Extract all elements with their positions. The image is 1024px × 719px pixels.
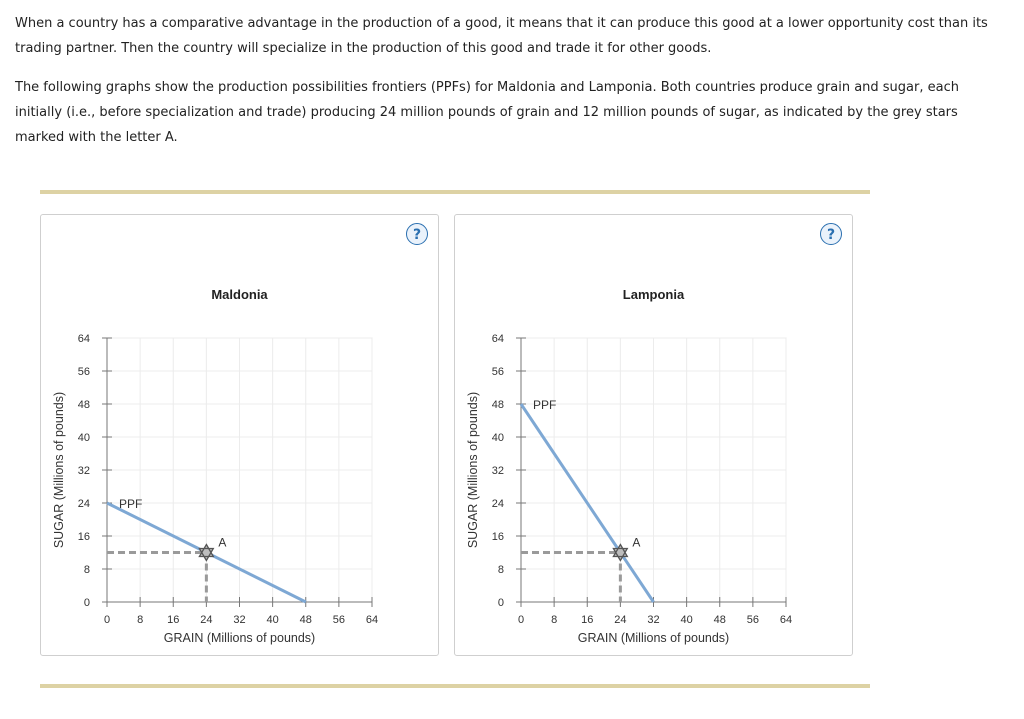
chart-title: Maldonia xyxy=(211,287,268,302)
x-tick-label: 48 xyxy=(714,614,726,626)
x-tick-label: 16 xyxy=(167,614,179,626)
ppf-label: PPF xyxy=(119,497,142,511)
x-axis-label: GRAIN (Millions of pounds) xyxy=(578,631,729,645)
y-tick-label: 48 xyxy=(492,399,504,411)
x-tick-label: 8 xyxy=(551,614,557,626)
y-tick-label: 0 xyxy=(498,597,504,609)
x-tick-label: 24 xyxy=(614,614,626,626)
x-tick-label: 8 xyxy=(137,614,143,626)
chart-title: Lamponia xyxy=(623,287,685,302)
y-tick-label: 8 xyxy=(84,564,90,576)
y-tick-label: 56 xyxy=(78,366,90,378)
star-point-icon[interactable] xyxy=(198,543,215,562)
y-tick-label: 40 xyxy=(78,432,90,444)
x-tick-label: 16 xyxy=(581,614,593,626)
divider-bottom xyxy=(40,684,870,688)
ppf-line[interactable] xyxy=(519,403,655,603)
intro-paragraph-1: When a country has a comparative advanta… xyxy=(15,16,988,56)
x-axis-label: GRAIN (Millions of pounds) xyxy=(164,631,315,645)
y-tick-label: 64 xyxy=(492,333,504,345)
y-tick-label: 64 xyxy=(78,333,90,345)
intro-paragraph-2: The following graphs show the production… xyxy=(15,80,959,145)
y-tick-label: 48 xyxy=(78,399,90,411)
y-tick-label: 8 xyxy=(498,564,504,576)
y-axis-label: SUGAR (Millions of pounds) xyxy=(52,392,66,548)
y-tick-label: 40 xyxy=(492,432,504,444)
y-axis-label: SUGAR (Millions of pounds) xyxy=(466,392,480,548)
y-tick-label: 32 xyxy=(78,465,90,477)
help-icon[interactable]: ? xyxy=(406,223,428,245)
x-tick-label: 0 xyxy=(104,614,110,626)
point-label: A xyxy=(632,536,640,550)
maldonia-graph-panel[interactable]: ? 0 8 16 24 32 40 48 56 64 0 8 16 24 32 40 48 56 64 Maldon… xyxy=(40,214,439,656)
x-tick-label: 24 xyxy=(200,614,212,626)
x-tick-label: 56 xyxy=(333,614,345,626)
y-tick-label: 24 xyxy=(78,498,90,510)
lamponia-chart[interactable]: 0 8 16 24 32 40 48 56 64 0 8 16 24 32 40 48 56 64 Lamponia… xyxy=(455,215,852,655)
y-tick-label: 0 xyxy=(84,597,90,609)
star-point-icon[interactable] xyxy=(612,543,629,562)
x-tick-label: 64 xyxy=(366,614,378,626)
lamponia-graph-panel[interactable]: ? 0 8 16 24 32 40 48 56 64 0 8 16 24 32 40 48 56 64 Lampon… xyxy=(454,214,853,656)
x-tick-label: 48 xyxy=(300,614,312,626)
x-tick-label: 32 xyxy=(233,614,245,626)
y-tick-label: 16 xyxy=(492,531,504,543)
y-tick-label: 56 xyxy=(492,366,504,378)
x-tick-label: 56 xyxy=(747,614,759,626)
y-tick-label: 16 xyxy=(78,531,90,543)
x-tick-label: 40 xyxy=(681,614,693,626)
divider-top xyxy=(40,190,870,194)
y-tick-label: 32 xyxy=(492,465,504,477)
x-tick-label: 40 xyxy=(267,614,279,626)
help-icon[interactable]: ? xyxy=(820,223,842,245)
x-tick-label: 32 xyxy=(647,614,659,626)
point-label: A xyxy=(218,536,226,550)
x-tick-label: 0 xyxy=(518,614,524,626)
x-tick-label: 64 xyxy=(780,614,792,626)
maldonia-chart[interactable]: 0 8 16 24 32 40 48 56 64 0 8 16 24 32 40 48 56 64 Maldonia… xyxy=(41,215,438,655)
y-tick-label: 24 xyxy=(492,498,504,510)
ppf-label: PPF xyxy=(533,398,556,412)
